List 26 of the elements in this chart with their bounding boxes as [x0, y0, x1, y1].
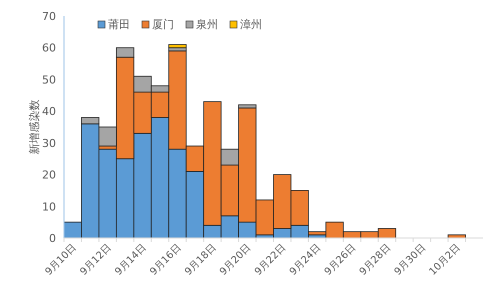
x-tick-label: 9月12日 — [78, 242, 114, 278]
x-tick-label: 9月20日 — [218, 242, 254, 278]
x-tick-label: 9月10日 — [43, 242, 79, 278]
y-axis-title: 新增感染数 — [28, 100, 41, 154]
x-tick-label: 9月24日 — [288, 242, 324, 278]
legend-label: 莆田 — [108, 18, 130, 31]
x-tick-label: 9月14日 — [113, 242, 149, 278]
x-tick-label: 9月30日 — [392, 242, 428, 278]
x-tick-label: 9月28日 — [358, 242, 394, 278]
x-tick-label: 10月2日 — [428, 242, 463, 278]
y-tick-label: 10 — [42, 200, 56, 214]
y-tick-label: 20 — [42, 168, 56, 182]
legend-label: 泉州 — [196, 18, 218, 31]
y-tick-label: 70 — [42, 10, 56, 23]
x-tick-label: 9月26日 — [322, 242, 358, 278]
x-tick-label: 9月16日 — [148, 242, 184, 278]
y-tick-label: 0 — [49, 232, 56, 245]
legend-label: 厦门 — [152, 18, 174, 31]
y-tick-label: 30 — [42, 136, 56, 150]
x-tick-label: 9月22日 — [252, 242, 288, 278]
legend-label: 漳州 — [240, 18, 262, 31]
x-tick-label: 9月18日 — [183, 242, 219, 278]
bar — [168, 44, 187, 48]
y-tick-label: 40 — [42, 105, 56, 118]
y-tick-label: 50 — [42, 73, 56, 86]
y-tick-label: 60 — [42, 42, 56, 55]
